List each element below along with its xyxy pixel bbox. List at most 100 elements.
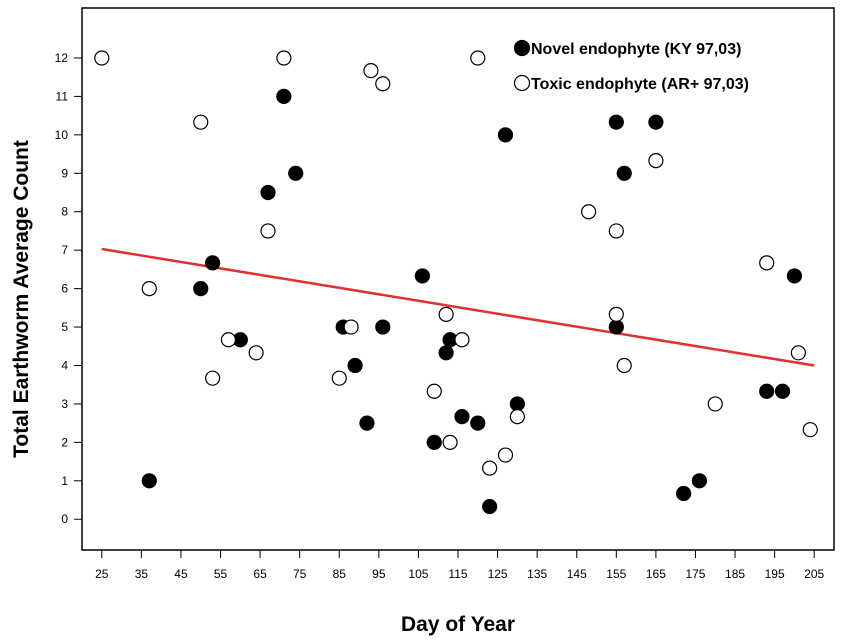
y-axis-title: Total Earthworm Average Count [10,140,33,458]
x-tick-label: 35 [135,567,149,581]
y-tick-label: 0 [61,512,68,526]
toxic-endophyte-point [497,447,514,463]
y-tick-label: 8 [61,205,68,219]
toxic-endophyte-point [141,281,157,297]
x-tick-label: 115 [448,567,467,581]
novel-endophyte-point [141,473,157,489]
x-axis-title: Day of Year [401,613,515,636]
novel-endophyte-point [482,498,498,515]
toxic-endophyte-point [248,345,264,361]
y-tick-label: 7 [61,243,68,257]
toxic-endophyte-point [442,434,458,450]
novel-endophyte-point [276,88,292,105]
toxic-endophyte-point [260,223,276,239]
y-tick-label: 4 [61,358,68,372]
x-tick-label: 85 [333,567,347,581]
toxic-endophyte-point [205,370,221,386]
y-tick-label: 9 [61,166,68,180]
novel-endophyte-point [426,434,442,450]
toxic-endophyte-point [363,63,379,79]
toxic-endophyte-point [375,76,391,92]
trend-line [101,247,815,367]
novel-endophyte-point [470,415,486,431]
toxic-endophyte-point [802,422,818,438]
toxic-endophyte-point [790,345,806,361]
novel-endophyte-point [205,255,221,271]
x-tick-label: 125 [488,567,508,581]
toxic-endophyte-point [470,50,486,66]
toxic-endophyte-point [509,409,525,425]
toxic-endophyte-point [482,460,498,476]
x-tick-label: 65 [253,567,267,581]
novel-endophyte-point [616,165,632,181]
novel-endophyte-point [359,415,375,431]
novel-endophyte-point [608,114,624,130]
novel-endophyte-point [414,268,430,284]
y-tick-label: 10 [55,128,69,142]
x-tick-label: 175 [685,567,705,581]
x-tick-label: 145 [567,567,587,581]
x-tick-label: 95 [372,567,386,581]
toxic-endophyte-point [707,396,723,412]
y-tick-label: 12 [55,51,69,65]
toxic-endophyte-point [220,332,237,348]
toxic-endophyte-point [616,357,632,374]
novel-endophyte-point [347,357,363,374]
x-tick-label: 45 [174,567,188,581]
legend-label-novel: Novel endophyte (KY 97,03) [531,41,741,58]
novel-endophyte-point [774,383,791,399]
y-tick-label: 3 [61,397,68,411]
novel-endophyte-point [438,345,454,361]
toxic-endophyte-point [193,114,209,130]
toxic-endophyte-point [331,370,347,386]
y-tick-label: 6 [61,282,68,296]
legend-marker-novel [513,39,531,57]
toxic-endophyte-point [94,50,110,66]
novel-endophyte-point [375,319,391,335]
x-tick-label: 55 [214,567,228,581]
novel-endophyte-point [608,319,624,335]
y-tick-label: 2 [61,435,68,449]
x-tick-label: 75 [293,567,307,581]
toxic-endophyte-point [426,383,442,399]
x-axis: 25 35 45 55 65 75 85 95 105 115 125 135 145 155 165 175… [95,550,825,581]
novel-endophyte-point [497,127,514,143]
toxic-endophyte-point [343,319,359,335]
legend-marker-toxic [513,74,531,92]
x-tick-label: 195 [765,567,785,581]
novel-endophyte-point [759,383,775,399]
toxic-endophyte-point [608,223,624,239]
toxic-endophyte-point [608,306,624,322]
x-tick-label: 165 [646,567,666,581]
toxic-endophyte-point [648,153,664,169]
novel-endophyte-point [786,268,803,284]
novel-endophyte-point [675,485,692,502]
x-tick-label: 25 [95,567,109,581]
novel-endophyte-point [648,114,664,130]
toxic-endophyte-point [581,204,597,220]
y-tick-label: 11 [56,89,69,103]
novel-endophyte-point [288,165,304,181]
novel-endophyte-point [193,281,209,297]
novel-endophyte-point [509,396,525,412]
x-tick-label: 185 [725,567,745,581]
toxic-endophyte-point [438,306,454,322]
toxic-endophyte-point [759,255,775,271]
x-tick-label: 205 [804,567,824,581]
x-tick-label: 105 [408,567,428,581]
y-tick-label: 1 [61,474,68,488]
legend-label-toxic: Toxic endophyte (AR+ 97,03) [531,76,749,93]
data-points [94,50,818,515]
novel-endophyte-point [260,184,276,201]
plot-frame [81,7,835,551]
novel-endophyte-point [454,409,470,425]
legend: Novel endophyte (KY 97,03) Toxic endophy… [513,39,749,93]
novel-endophyte-point [691,473,708,489]
toxic-endophyte-point [276,50,292,66]
x-tick-label: 155 [606,567,626,581]
toxic-endophyte-point [454,332,470,348]
y-tick-label: 5 [61,320,68,334]
x-tick-label: 135 [527,567,547,581]
